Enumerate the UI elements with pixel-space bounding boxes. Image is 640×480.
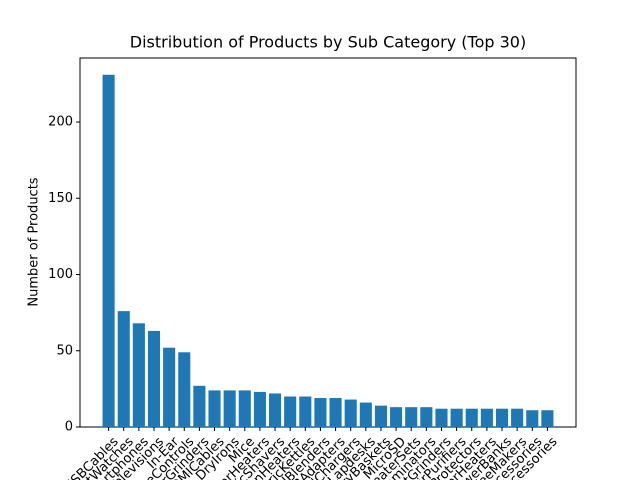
y-tick-label: 0 — [65, 420, 73, 435]
bar — [435, 408, 448, 427]
bar — [495, 408, 509, 427]
bar — [344, 399, 357, 427]
bar — [359, 402, 372, 427]
bar — [390, 407, 403, 427]
bar — [526, 410, 539, 427]
chart-title: Distribution of Products by Sub Category… — [130, 33, 526, 52]
bar — [193, 385, 206, 427]
bar — [268, 393, 282, 427]
bar — [329, 398, 342, 427]
bar — [117, 311, 130, 427]
bar — [511, 408, 524, 427]
bar — [450, 408, 463, 427]
bar — [420, 407, 433, 427]
y-tick-label: 200 — [48, 115, 73, 130]
bar — [253, 391, 266, 427]
bar — [284, 396, 297, 427]
bar — [314, 398, 327, 427]
bar — [147, 330, 161, 427]
bar — [208, 390, 221, 427]
bar — [163, 347, 176, 427]
y-tick-label: 100 — [48, 267, 73, 282]
bar — [223, 390, 236, 427]
bar — [178, 352, 191, 427]
y-tick-label: 50 — [56, 343, 73, 358]
bar — [299, 396, 312, 427]
bar — [465, 408, 478, 427]
plot-frame — [79, 57, 577, 428]
bar — [132, 323, 145, 427]
bar — [480, 408, 493, 427]
bar — [541, 410, 554, 427]
bar — [102, 74, 115, 427]
y-tick-label: 150 — [48, 191, 73, 206]
bar — [374, 405, 388, 427]
bar — [405, 407, 418, 427]
bar — [238, 390, 251, 427]
y-axis-label: Number of Products — [27, 177, 42, 306]
